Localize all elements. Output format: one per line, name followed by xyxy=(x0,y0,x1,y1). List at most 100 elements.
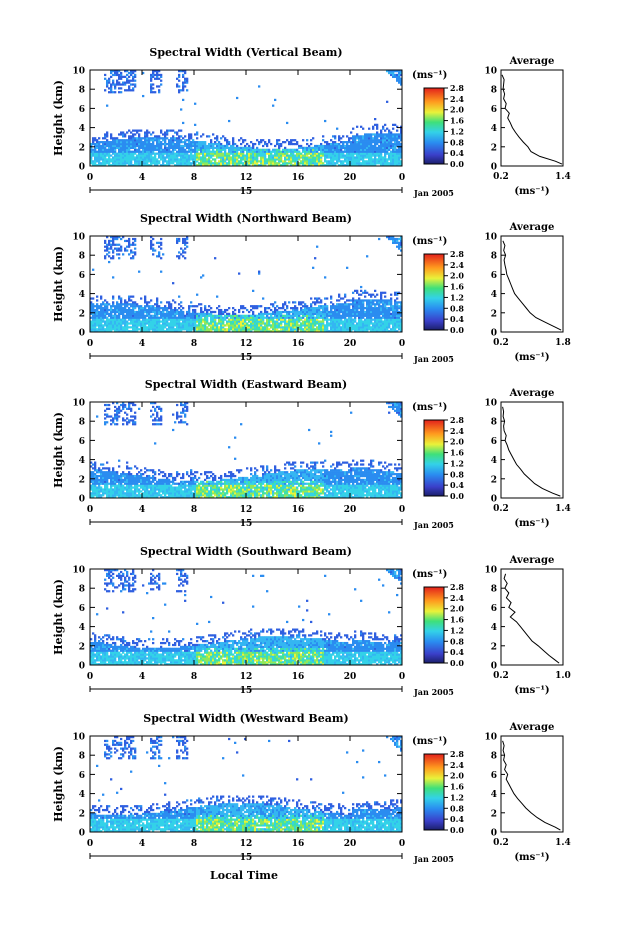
heatmap-cell xyxy=(268,318,271,321)
heatmap-cell xyxy=(200,276,203,279)
heatmap-cell xyxy=(334,141,337,144)
heatmap-cell xyxy=(356,328,359,331)
heatmap-cell xyxy=(320,312,323,316)
heatmap-cell xyxy=(96,482,99,485)
heatmap-cell xyxy=(326,156,329,159)
heatmap-cell xyxy=(372,293,375,296)
heatmap-cell xyxy=(354,148,357,151)
heatmap-cell xyxy=(278,156,281,159)
heatmap-cell xyxy=(126,160,129,163)
heatmap-cell xyxy=(360,305,363,308)
heatmap-cell xyxy=(380,133,383,136)
heatmap-cell xyxy=(110,142,113,146)
x-tick-label: 20 xyxy=(344,173,357,183)
heatmap-cell xyxy=(384,301,387,304)
heatmap-cell xyxy=(390,142,393,146)
heatmap-cell xyxy=(96,146,99,150)
heatmap-cell xyxy=(196,320,199,323)
heatmap-cell xyxy=(132,135,135,138)
heatmap-cell xyxy=(338,324,341,327)
heatmap-cell xyxy=(282,316,285,319)
heatmap-cell xyxy=(132,79,135,82)
heatmap-cell xyxy=(150,241,153,244)
heatmap-cell xyxy=(182,314,185,317)
heatmap-cell xyxy=(238,146,241,150)
heatmap-cell xyxy=(142,310,145,314)
heatmap-cell xyxy=(126,70,129,73)
heatmap-cell xyxy=(376,131,379,134)
heatmap-cell xyxy=(156,75,159,78)
heatmap-cell xyxy=(108,318,111,321)
heatmap-cell xyxy=(200,142,203,146)
heatmap-cell xyxy=(332,324,335,327)
heatmap-cell xyxy=(292,156,295,159)
heatmap-cell xyxy=(300,324,303,327)
heatmap-cell xyxy=(100,305,103,308)
heatmap-cell xyxy=(118,150,121,153)
heatmap-cell xyxy=(92,494,95,497)
heatmap-cell xyxy=(138,150,141,153)
heatmap-cell xyxy=(294,156,297,159)
heatmap-cell xyxy=(112,148,115,151)
heatmap-cell xyxy=(320,301,323,304)
heatmap-cell xyxy=(360,320,363,323)
heatmap-cell xyxy=(302,310,305,314)
heatmap-cell xyxy=(344,295,347,298)
heatmap-cell xyxy=(118,139,121,142)
heatmap-cell xyxy=(382,299,385,302)
heatmap-cell xyxy=(372,330,375,333)
heatmap-cell xyxy=(124,141,127,144)
heatmap-cell xyxy=(156,142,159,146)
heatmap-cell xyxy=(132,255,135,258)
heatmap-cell xyxy=(318,307,321,310)
heatmap-cell xyxy=(100,312,103,316)
heatmap-cell xyxy=(284,310,287,314)
heatmap-cell xyxy=(392,236,395,239)
heatmap-cell xyxy=(392,139,395,142)
heatmap-cell xyxy=(148,307,151,310)
heatmap-cell xyxy=(290,158,293,161)
heatmap-cell xyxy=(318,146,321,150)
heatmap-cell xyxy=(296,307,299,310)
heatmap-cell xyxy=(364,299,367,302)
heatmap-cell xyxy=(106,415,109,418)
heatmap-cell xyxy=(396,291,399,294)
heatmap-cell xyxy=(372,158,375,161)
heatmap-cell xyxy=(186,89,189,92)
heatmap-cell xyxy=(300,308,303,312)
heatmap-cell xyxy=(176,160,179,163)
heatmap-cell xyxy=(146,160,149,163)
heatmap-cell xyxy=(122,150,125,153)
heatmap-cell xyxy=(388,131,391,134)
heatmap-cell xyxy=(104,312,107,316)
heatmap-cell xyxy=(102,154,105,157)
heatmap-cell xyxy=(104,308,107,312)
heatmap-cell xyxy=(376,146,379,150)
heatmap-cell xyxy=(374,139,377,142)
heatmap-cell xyxy=(144,299,147,302)
heatmap-cell xyxy=(296,314,299,317)
heatmap-cell xyxy=(294,326,297,329)
heatmap-cell xyxy=(354,150,357,153)
heatmap-cell xyxy=(310,330,313,333)
heatmap-cell xyxy=(150,316,153,319)
heatmap-cell xyxy=(340,310,343,314)
heatmap-cell xyxy=(400,156,403,159)
heatmap-cell xyxy=(134,239,137,243)
heatmap-cell xyxy=(304,162,307,165)
heatmap-cell xyxy=(108,473,111,476)
heatmap-cell xyxy=(382,141,385,144)
heatmap-cell xyxy=(374,322,377,325)
heatmap-cell xyxy=(230,322,233,325)
heatmap-cell xyxy=(116,480,119,483)
heatmap-cell xyxy=(186,241,189,244)
heatmap-cells xyxy=(90,70,403,167)
heatmap-cell xyxy=(346,154,349,157)
heatmap-cell xyxy=(306,139,309,142)
heatmap-cell xyxy=(334,152,337,155)
heatmap-cell xyxy=(134,83,137,86)
heatmap-cell xyxy=(232,330,235,333)
heatmap-cell xyxy=(108,79,111,82)
heatmap-cell xyxy=(150,146,153,150)
heatmap-cell xyxy=(130,131,133,134)
